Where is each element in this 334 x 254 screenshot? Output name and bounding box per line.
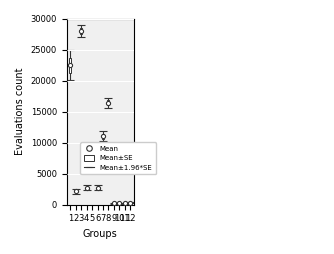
FancyBboxPatch shape xyxy=(118,203,120,204)
FancyBboxPatch shape xyxy=(80,28,82,34)
FancyBboxPatch shape xyxy=(86,187,88,189)
FancyBboxPatch shape xyxy=(69,58,71,72)
FancyBboxPatch shape xyxy=(108,100,110,105)
FancyBboxPatch shape xyxy=(102,134,104,139)
FancyBboxPatch shape xyxy=(97,187,99,189)
FancyBboxPatch shape xyxy=(91,165,93,170)
FancyBboxPatch shape xyxy=(75,190,77,192)
X-axis label: Groups: Groups xyxy=(83,229,118,239)
Legend: Mean, Mean±SE, Mean±1.96*SE: Mean, Mean±SE, Mean±1.96*SE xyxy=(80,142,156,174)
Y-axis label: Evaluations count: Evaluations count xyxy=(15,68,25,155)
FancyBboxPatch shape xyxy=(129,202,131,203)
